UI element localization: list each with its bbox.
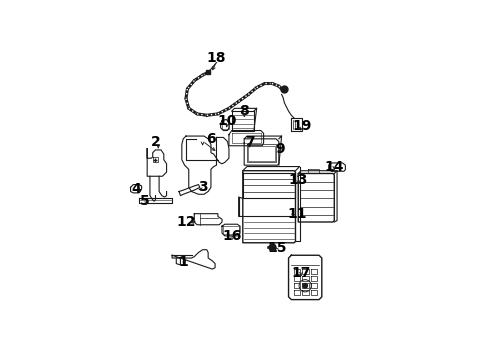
Text: 13: 13: [289, 174, 308, 188]
Text: 16: 16: [222, 229, 242, 243]
Text: 15: 15: [268, 241, 287, 255]
Text: 9: 9: [275, 141, 285, 156]
Circle shape: [303, 284, 307, 288]
Text: 3: 3: [198, 180, 207, 194]
Text: 19: 19: [293, 120, 312, 133]
Text: 8: 8: [239, 104, 249, 118]
Text: 4: 4: [131, 182, 141, 196]
Text: 18: 18: [207, 51, 226, 66]
Text: 7: 7: [245, 135, 254, 149]
Text: 1: 1: [178, 255, 188, 269]
Text: 12: 12: [176, 215, 196, 229]
Text: 5: 5: [140, 194, 149, 208]
Text: 11: 11: [287, 207, 307, 221]
Text: 14: 14: [324, 159, 344, 174]
Text: 6: 6: [206, 132, 216, 146]
Text: 10: 10: [218, 114, 237, 128]
Text: 17: 17: [292, 266, 311, 280]
Text: 2: 2: [150, 135, 160, 149]
